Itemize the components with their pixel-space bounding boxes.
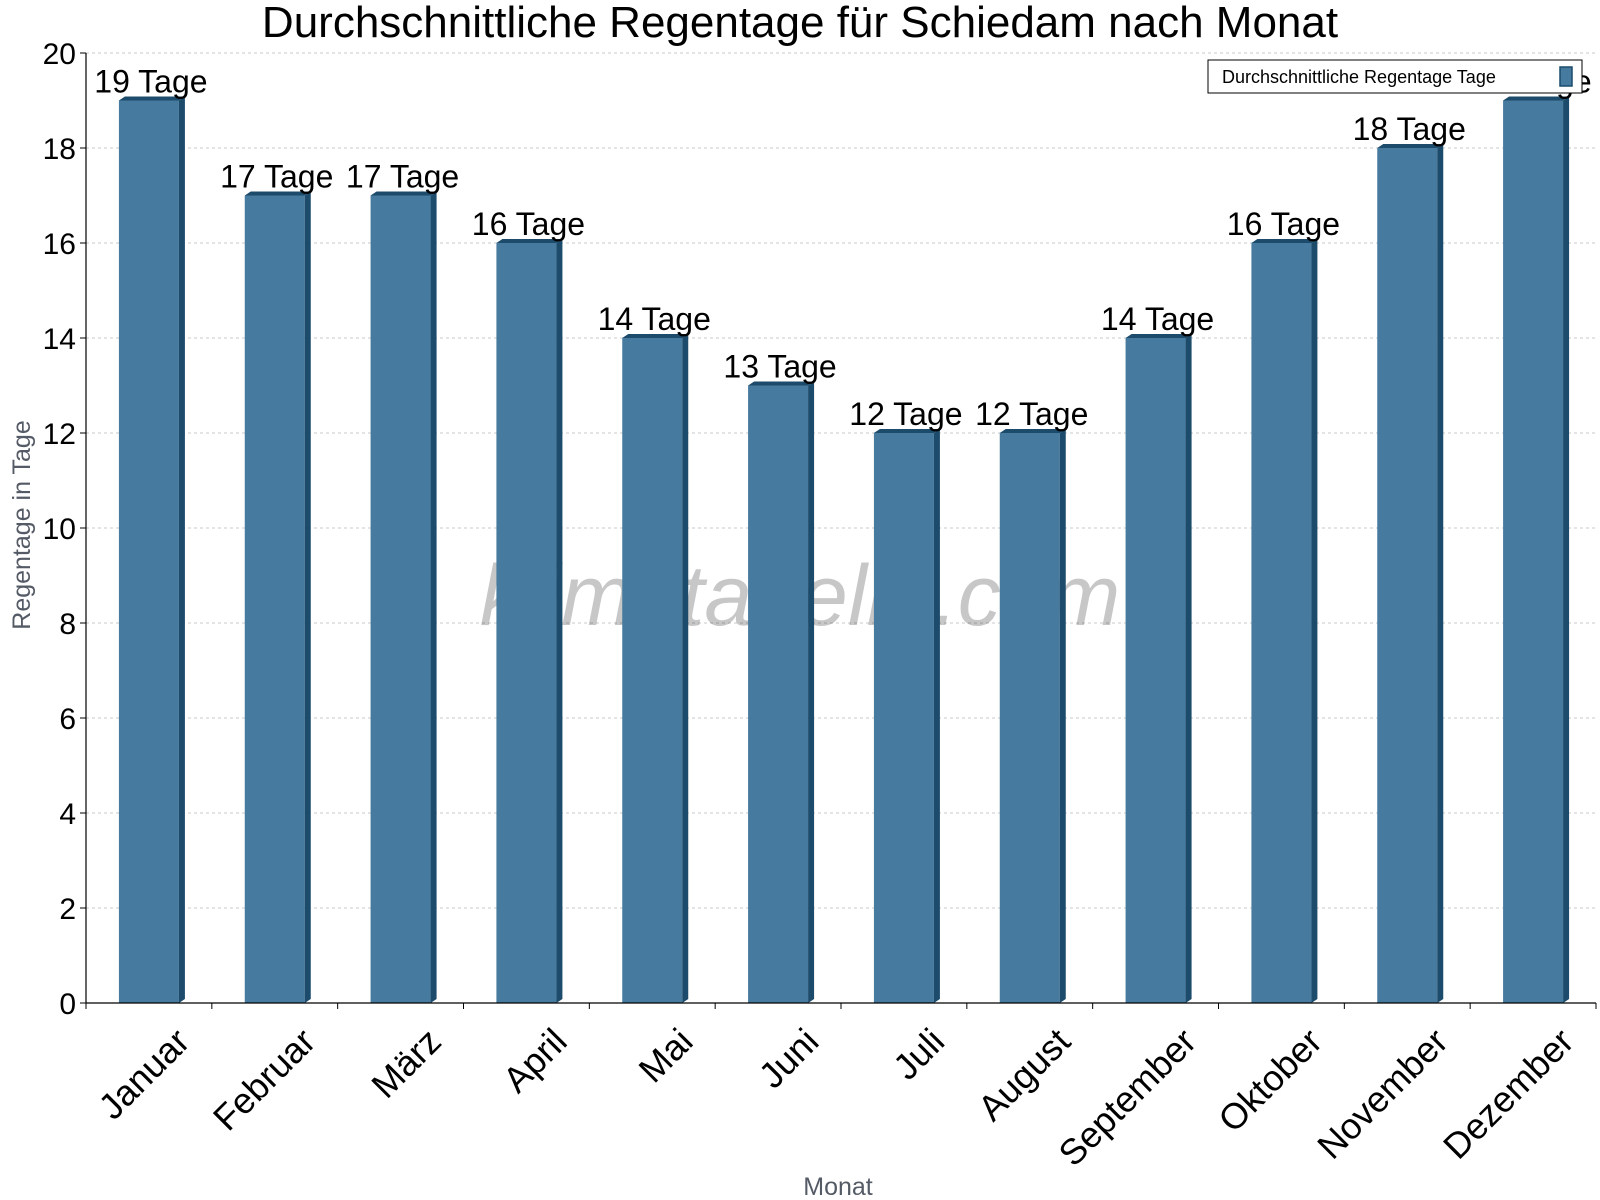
bar-1 (118, 96, 185, 1003)
bar-face (622, 338, 683, 1003)
bar-top (873, 429, 940, 433)
legend-box (1207, 59, 1583, 94)
x-axis-ticks: Januar Februar März April Mai Juni Juli AugustS… (85, 1003, 1597, 1174)
bar-8 (999, 429, 1066, 1003)
axes (85, 53, 1596, 1004)
bar-top (622, 334, 689, 338)
bar-top (1125, 334, 1192, 338)
y-tick-label: 2 (59, 893, 76, 926)
y-tick-label: 16 (43, 228, 76, 261)
bar-9 (1125, 334, 1192, 1003)
data-label: 13 Tage (723, 349, 836, 385)
bar-side (933, 429, 940, 1003)
bar-top (496, 239, 563, 243)
bar-face (370, 195, 431, 1003)
x-tick-label: August (970, 1020, 1078, 1128)
bar-3 (370, 191, 437, 1003)
bar-face (1377, 148, 1438, 1003)
bar-5 (622, 334, 689, 1003)
legend: Durchschnittliche Regentage Tage (1207, 59, 1583, 94)
y-tick-label: 8 (59, 608, 76, 641)
x-tick-label: Januar (90, 1020, 197, 1127)
bar-side (304, 191, 311, 1003)
bar-side (682, 334, 689, 1003)
y-tick-label: 6 (59, 703, 76, 736)
x-tick-label: März (363, 1020, 449, 1106)
bar-side (430, 191, 437, 1003)
data-label: 16 Tage (472, 206, 585, 242)
data-label: 14 Tage (598, 301, 711, 337)
y-tick-label: 10 (43, 513, 76, 546)
bar-side (556, 239, 563, 1003)
bar-top (748, 381, 815, 386)
bar-top (999, 429, 1066, 433)
bar-side (1311, 239, 1318, 1003)
data-label: 19 Tage (94, 64, 207, 100)
bar-face (999, 433, 1060, 1003)
x-axis-title: Monat (803, 1173, 873, 1200)
bar-top (244, 191, 311, 196)
bars (118, 96, 1570, 1003)
bar-top (1503, 96, 1570, 101)
bar-side (1563, 96, 1570, 1003)
bar-side (1059, 429, 1066, 1003)
y-tick-label: 20 (43, 38, 76, 71)
bar-7 (873, 429, 940, 1003)
x-tick-label: Juni (751, 1020, 827, 1096)
y-tick-label: 0 (59, 988, 76, 1021)
legend-label: Durchschnittliche Regentage Tage (1222, 67, 1496, 87)
bar-face (1125, 338, 1186, 1003)
bar-4 (496, 239, 563, 1003)
data-label: 17 Tage (220, 159, 333, 195)
bar-side (178, 96, 185, 1003)
y-tick-label: 18 (43, 133, 76, 166)
bar-face (118, 100, 179, 1003)
x-tick-label: Juli (885, 1020, 952, 1087)
bar-side (1437, 144, 1444, 1003)
bar-face (1251, 243, 1312, 1003)
data-label: 12 Tage (975, 396, 1088, 432)
bar-6 (748, 381, 815, 1003)
y-tick-label: 12 (43, 418, 76, 451)
bar-2 (244, 191, 311, 1003)
bar-top (1377, 144, 1444, 148)
data-label: 17 Tage (346, 159, 459, 195)
bar-10 (1251, 239, 1318, 1003)
bar-face (496, 243, 557, 1003)
bar-top (370, 191, 437, 196)
data-label: 18 Tage (1353, 111, 1466, 147)
x-tick-label: Februar (205, 1020, 323, 1138)
bar-top (1251, 239, 1318, 243)
bar-face (1503, 100, 1564, 1003)
y-tick-label: 14 (43, 323, 76, 356)
bar-top (118, 96, 185, 101)
legend-swatch (1559, 66, 1573, 87)
data-labels: 19 Tage 17 Tage 17 Tage 16 Tage 14 Tage 13 Ta… (94, 64, 1591, 433)
bar-side (808, 381, 815, 1003)
chart-title: Durchschnittliche Regentage für Schiedam… (262, 0, 1338, 47)
x-tick-label: Oktober (1210, 1020, 1330, 1140)
bar-face (873, 433, 934, 1003)
data-label: 14 Tage (1101, 301, 1214, 337)
x-tick-label: Mai (631, 1020, 701, 1090)
bar-side (1185, 334, 1192, 1003)
x-tick-label: September (1050, 1020, 1204, 1174)
x-tick-label: November (1309, 1020, 1455, 1166)
bar-12 (1503, 96, 1570, 1003)
y-axis-title: Regentage in Tage (8, 420, 36, 629)
y-tick-label: 4 (59, 798, 76, 831)
y-axis-ticks: 0 2 4 6 8 10 12 14 16 18 20 (43, 38, 86, 1021)
data-label: 16 Tage (1227, 206, 1340, 242)
x-tick-label: April (495, 1020, 575, 1100)
x-tick-label: Dezember (1435, 1020, 1581, 1166)
bar-face (244, 195, 305, 1003)
bar-11 (1377, 144, 1444, 1003)
data-label: 12 Tage (849, 396, 962, 432)
bar-face (748, 385, 809, 1003)
